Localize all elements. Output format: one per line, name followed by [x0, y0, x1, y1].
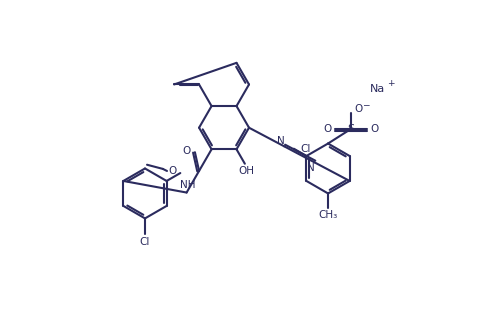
Text: OH: OH	[239, 166, 254, 176]
Text: +: +	[386, 79, 394, 88]
Text: N: N	[277, 136, 285, 146]
Text: O: O	[182, 146, 191, 156]
Text: S: S	[348, 124, 355, 134]
Text: O: O	[169, 166, 177, 176]
Text: O: O	[370, 124, 378, 134]
Text: N: N	[307, 163, 315, 173]
Text: Cl: Cl	[300, 144, 310, 154]
Text: Na: Na	[371, 85, 385, 95]
Text: NH: NH	[180, 180, 195, 190]
Text: O: O	[354, 104, 363, 114]
Text: O: O	[324, 124, 332, 134]
Text: Cl: Cl	[140, 237, 150, 247]
Text: CH₃: CH₃	[318, 211, 338, 221]
Text: −: −	[362, 100, 369, 109]
